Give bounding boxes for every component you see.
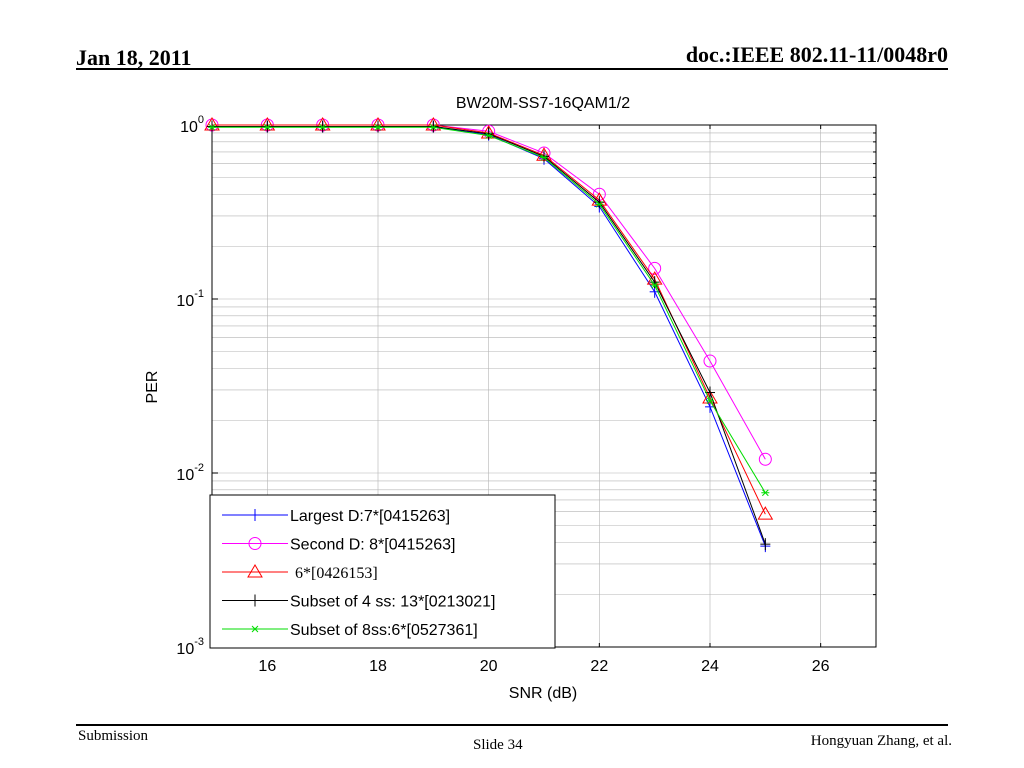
per-chart: BW20M-SS7-16QAM1/2 SNR (dB) PER 16 18 20 22… bbox=[144, 95, 877, 702]
legend-box bbox=[209, 494, 556, 649]
data-point bbox=[594, 196, 605, 209]
footer-submission: Submission bbox=[78, 728, 149, 744]
data-point bbox=[760, 538, 771, 551]
series-5 bbox=[208, 123, 770, 497]
x-axis-label: SNR (dB) bbox=[509, 685, 577, 702]
footer-author: Hongyuan Zhang, et al. bbox=[810, 733, 952, 749]
legend-swatch-marker bbox=[251, 625, 259, 633]
series-4 bbox=[207, 120, 771, 551]
footer-slide-number: Slide 34 bbox=[473, 737, 523, 753]
legend-swatch-marker bbox=[247, 564, 263, 578]
data-point bbox=[318, 123, 327, 131]
data-point bbox=[374, 123, 382, 131]
data-point bbox=[429, 123, 438, 131]
y-axis-label: PER bbox=[144, 371, 161, 404]
data-point bbox=[703, 354, 717, 368]
legend-entry: Second D: 8*[0415263] bbox=[222, 537, 455, 554]
legend-entry: 6*[0426153] bbox=[222, 564, 378, 582]
x-tick-label: 22 bbox=[590, 658, 608, 675]
data-point bbox=[761, 489, 770, 497]
legend-label: Subset of 4 ss: 13*[0213021] bbox=[290, 594, 495, 611]
data-point bbox=[648, 261, 662, 275]
legend: Largest D:7*[0415263] Second D: 8*[041526… bbox=[209, 494, 556, 649]
chart-title: BW20M-SS7-16QAM1/2 bbox=[456, 95, 630, 112]
legend-label: 6*[0426153] bbox=[295, 565, 378, 582]
y-tick-label: 10-2 bbox=[176, 462, 204, 484]
data-point bbox=[373, 120, 383, 133]
legend-label: Subset of 8ss:6*[0527361] bbox=[290, 622, 478, 639]
legend-entry: Subset of 8ss:6*[0527361] bbox=[222, 622, 478, 639]
header-rule bbox=[76, 68, 948, 70]
legend-swatch-marker bbox=[250, 594, 260, 607]
data-point bbox=[757, 506, 774, 520]
data-point bbox=[758, 452, 772, 466]
y-tick-label: 10-1 bbox=[176, 288, 204, 310]
header-date: Jan 18, 2011 bbox=[76, 45, 192, 70]
axis-ticks: 16 18 20 22 24 26 100 10-1 10-2 10-3 bbox=[176, 114, 876, 675]
data-point bbox=[705, 386, 715, 399]
x-tick-label: 16 bbox=[258, 658, 276, 675]
legend-label: Largest D:7*[0415263] bbox=[290, 508, 450, 525]
data-point bbox=[650, 281, 659, 289]
y-tick-label: 10-3 bbox=[176, 636, 204, 658]
data-point bbox=[706, 397, 714, 405]
data-point bbox=[595, 200, 604, 208]
x-tick-label: 24 bbox=[701, 658, 719, 675]
x-tick-label: 20 bbox=[480, 658, 498, 675]
data-point bbox=[702, 389, 718, 404]
x-tick-label: 18 bbox=[369, 658, 387, 675]
data-point bbox=[540, 154, 548, 161]
header-doc-id: doc.:IEEE 802.11-11/0048r0 bbox=[685, 42, 948, 67]
data-point bbox=[484, 132, 493, 139]
legend-entry: Subset of 4 ss: 13*[0213021] bbox=[222, 594, 495, 611]
data-point bbox=[207, 120, 217, 133]
x-tick-label: 26 bbox=[812, 658, 830, 675]
legend-label: Second D: 8*[0415263] bbox=[290, 537, 455, 554]
legend-swatch-marker bbox=[250, 509, 260, 521]
data-point bbox=[263, 123, 272, 131]
data-point bbox=[483, 127, 494, 140]
legend-entry: Largest D:7*[0415263] bbox=[222, 508, 450, 525]
data-point bbox=[208, 123, 216, 131]
data-point bbox=[317, 120, 328, 133]
data-point bbox=[428, 120, 439, 133]
series-lines bbox=[204, 117, 774, 553]
legend-swatch-marker bbox=[248, 537, 262, 550]
data-point bbox=[262, 120, 273, 133]
footer-rule bbox=[76, 724, 948, 726]
y-tick-label: 100 bbox=[180, 114, 204, 136]
